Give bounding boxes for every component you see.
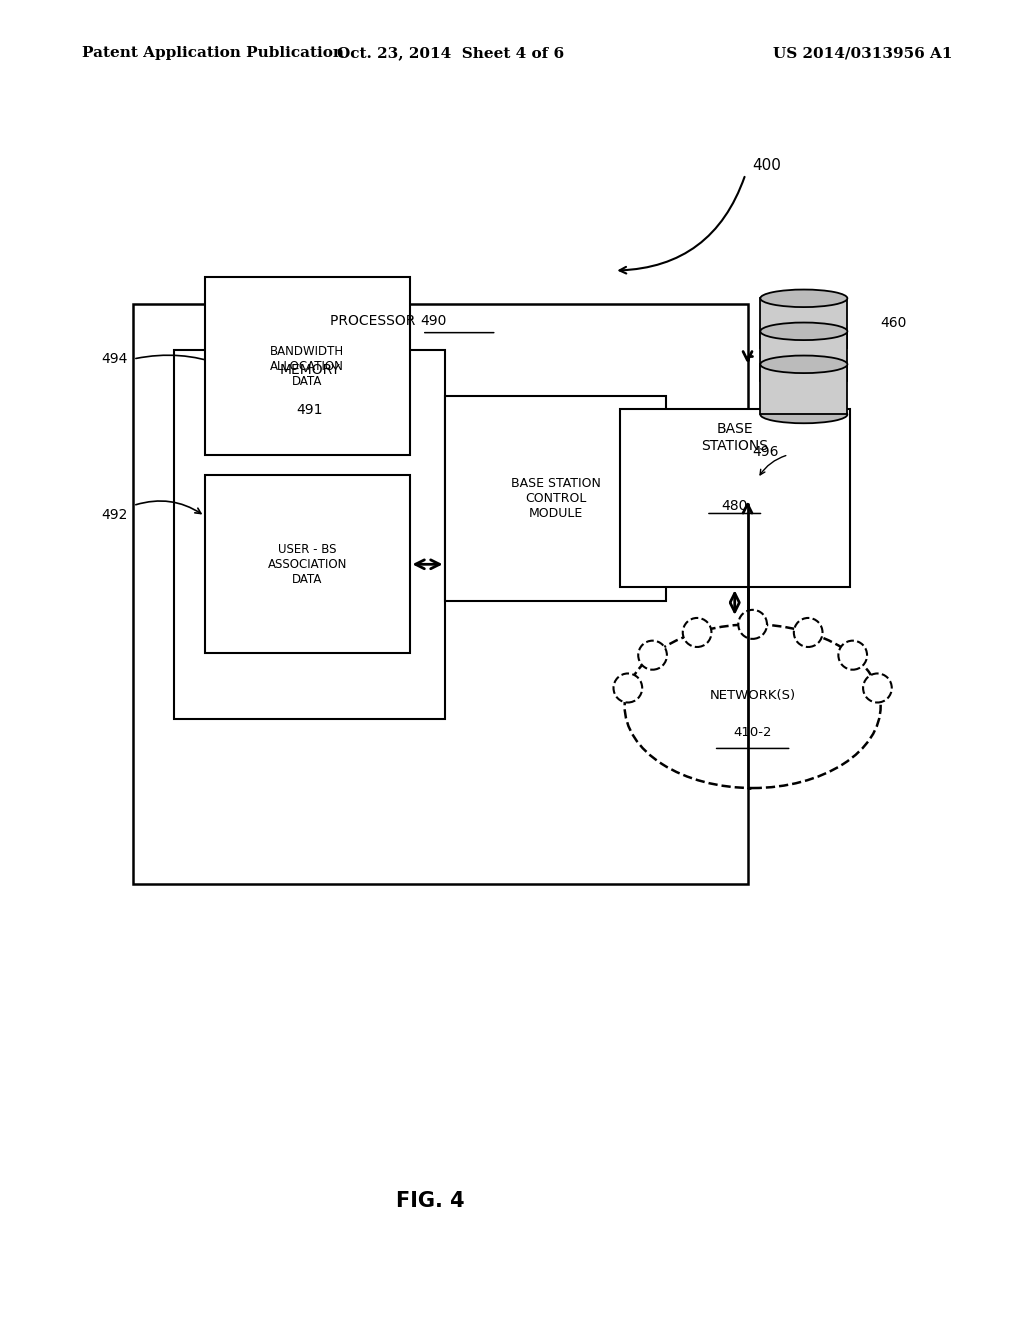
Text: PROCESSOR: PROCESSOR <box>330 314 420 329</box>
FancyBboxPatch shape <box>174 350 445 719</box>
Text: 490: 490 <box>420 314 446 329</box>
Ellipse shape <box>839 640 867 669</box>
Text: MEMORY: MEMORY <box>280 363 340 378</box>
Ellipse shape <box>760 322 848 341</box>
Text: 491: 491 <box>297 403 323 417</box>
Text: Oct. 23, 2014  Sheet 4 of 6: Oct. 23, 2014 Sheet 4 of 6 <box>337 46 564 61</box>
FancyBboxPatch shape <box>760 298 848 348</box>
Text: 492: 492 <box>101 508 128 521</box>
Text: 410-2: 410-2 <box>733 726 772 739</box>
Ellipse shape <box>683 618 712 647</box>
Text: Patent Application Publication: Patent Application Publication <box>82 46 344 61</box>
FancyBboxPatch shape <box>205 475 410 653</box>
Text: 400: 400 <box>753 157 781 173</box>
Text: 494: 494 <box>101 352 128 366</box>
Ellipse shape <box>638 640 667 669</box>
Ellipse shape <box>613 673 642 702</box>
Text: 460: 460 <box>881 317 907 330</box>
FancyBboxPatch shape <box>760 331 848 381</box>
FancyBboxPatch shape <box>620 409 850 587</box>
Text: BANDWIDTH
ALLOCATION
DATA: BANDWIDTH ALLOCATION DATA <box>270 345 344 388</box>
Text: NETWORK(S): NETWORK(S) <box>710 689 796 702</box>
Ellipse shape <box>863 673 892 702</box>
Ellipse shape <box>760 289 848 308</box>
FancyBboxPatch shape <box>760 364 848 414</box>
Ellipse shape <box>794 618 822 647</box>
FancyBboxPatch shape <box>205 277 410 455</box>
Ellipse shape <box>738 610 767 639</box>
Text: US 2014/0313956 A1: US 2014/0313956 A1 <box>773 46 952 61</box>
FancyBboxPatch shape <box>133 304 748 884</box>
FancyBboxPatch shape <box>445 396 666 601</box>
Text: 480: 480 <box>722 499 748 513</box>
Text: USER - BS
ASSOCIATION
DATA: USER - BS ASSOCIATION DATA <box>267 543 347 586</box>
Ellipse shape <box>760 405 848 424</box>
Text: 496: 496 <box>753 445 779 459</box>
Text: BASE STATION
CONTROL
MODULE: BASE STATION CONTROL MODULE <box>511 477 600 520</box>
Text: BASE
STATIONS: BASE STATIONS <box>701 422 768 453</box>
Text: FIG. 4: FIG. 4 <box>395 1191 465 1212</box>
Ellipse shape <box>760 355 848 374</box>
Ellipse shape <box>625 624 881 788</box>
